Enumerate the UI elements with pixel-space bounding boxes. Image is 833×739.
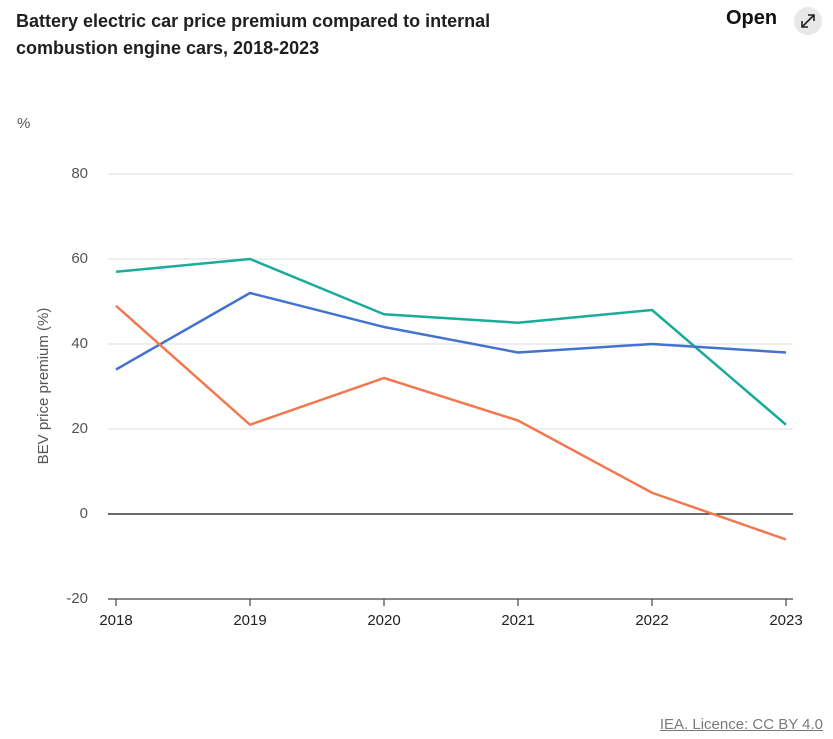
- x-tick-label: 2022: [635, 612, 668, 629]
- y-tick-label: 60: [71, 250, 88, 267]
- x-tick-label: 2019: [233, 612, 266, 629]
- y-tick-label: 80: [71, 165, 88, 182]
- series-line: [115, 304, 787, 541]
- unit-label: %: [17, 115, 30, 132]
- y-tick-label: 40: [71, 335, 88, 352]
- series-line: [115, 291, 787, 371]
- y-tick-label: 0: [80, 505, 88, 522]
- y-axis-title: BEV price premium (%): [35, 308, 52, 465]
- x-tick-label: 2021: [501, 612, 534, 629]
- y-tick-label: -20: [66, 590, 88, 607]
- open-button[interactable]: Open: [726, 7, 778, 29]
- x-tick-label: 2018: [99, 612, 132, 629]
- x-tick-label: 2023: [769, 612, 802, 629]
- y-tick-label: 20: [71, 420, 88, 437]
- open-icon-arrow: [801, 14, 815, 28]
- x-tick-label: 2020: [367, 612, 400, 629]
- source-link[interactable]: IEA. Licence: CC BY 4.0: [659, 716, 823, 733]
- series-line: [115, 257, 787, 426]
- chart-title: Battery electric car price premium compa…: [16, 11, 491, 58]
